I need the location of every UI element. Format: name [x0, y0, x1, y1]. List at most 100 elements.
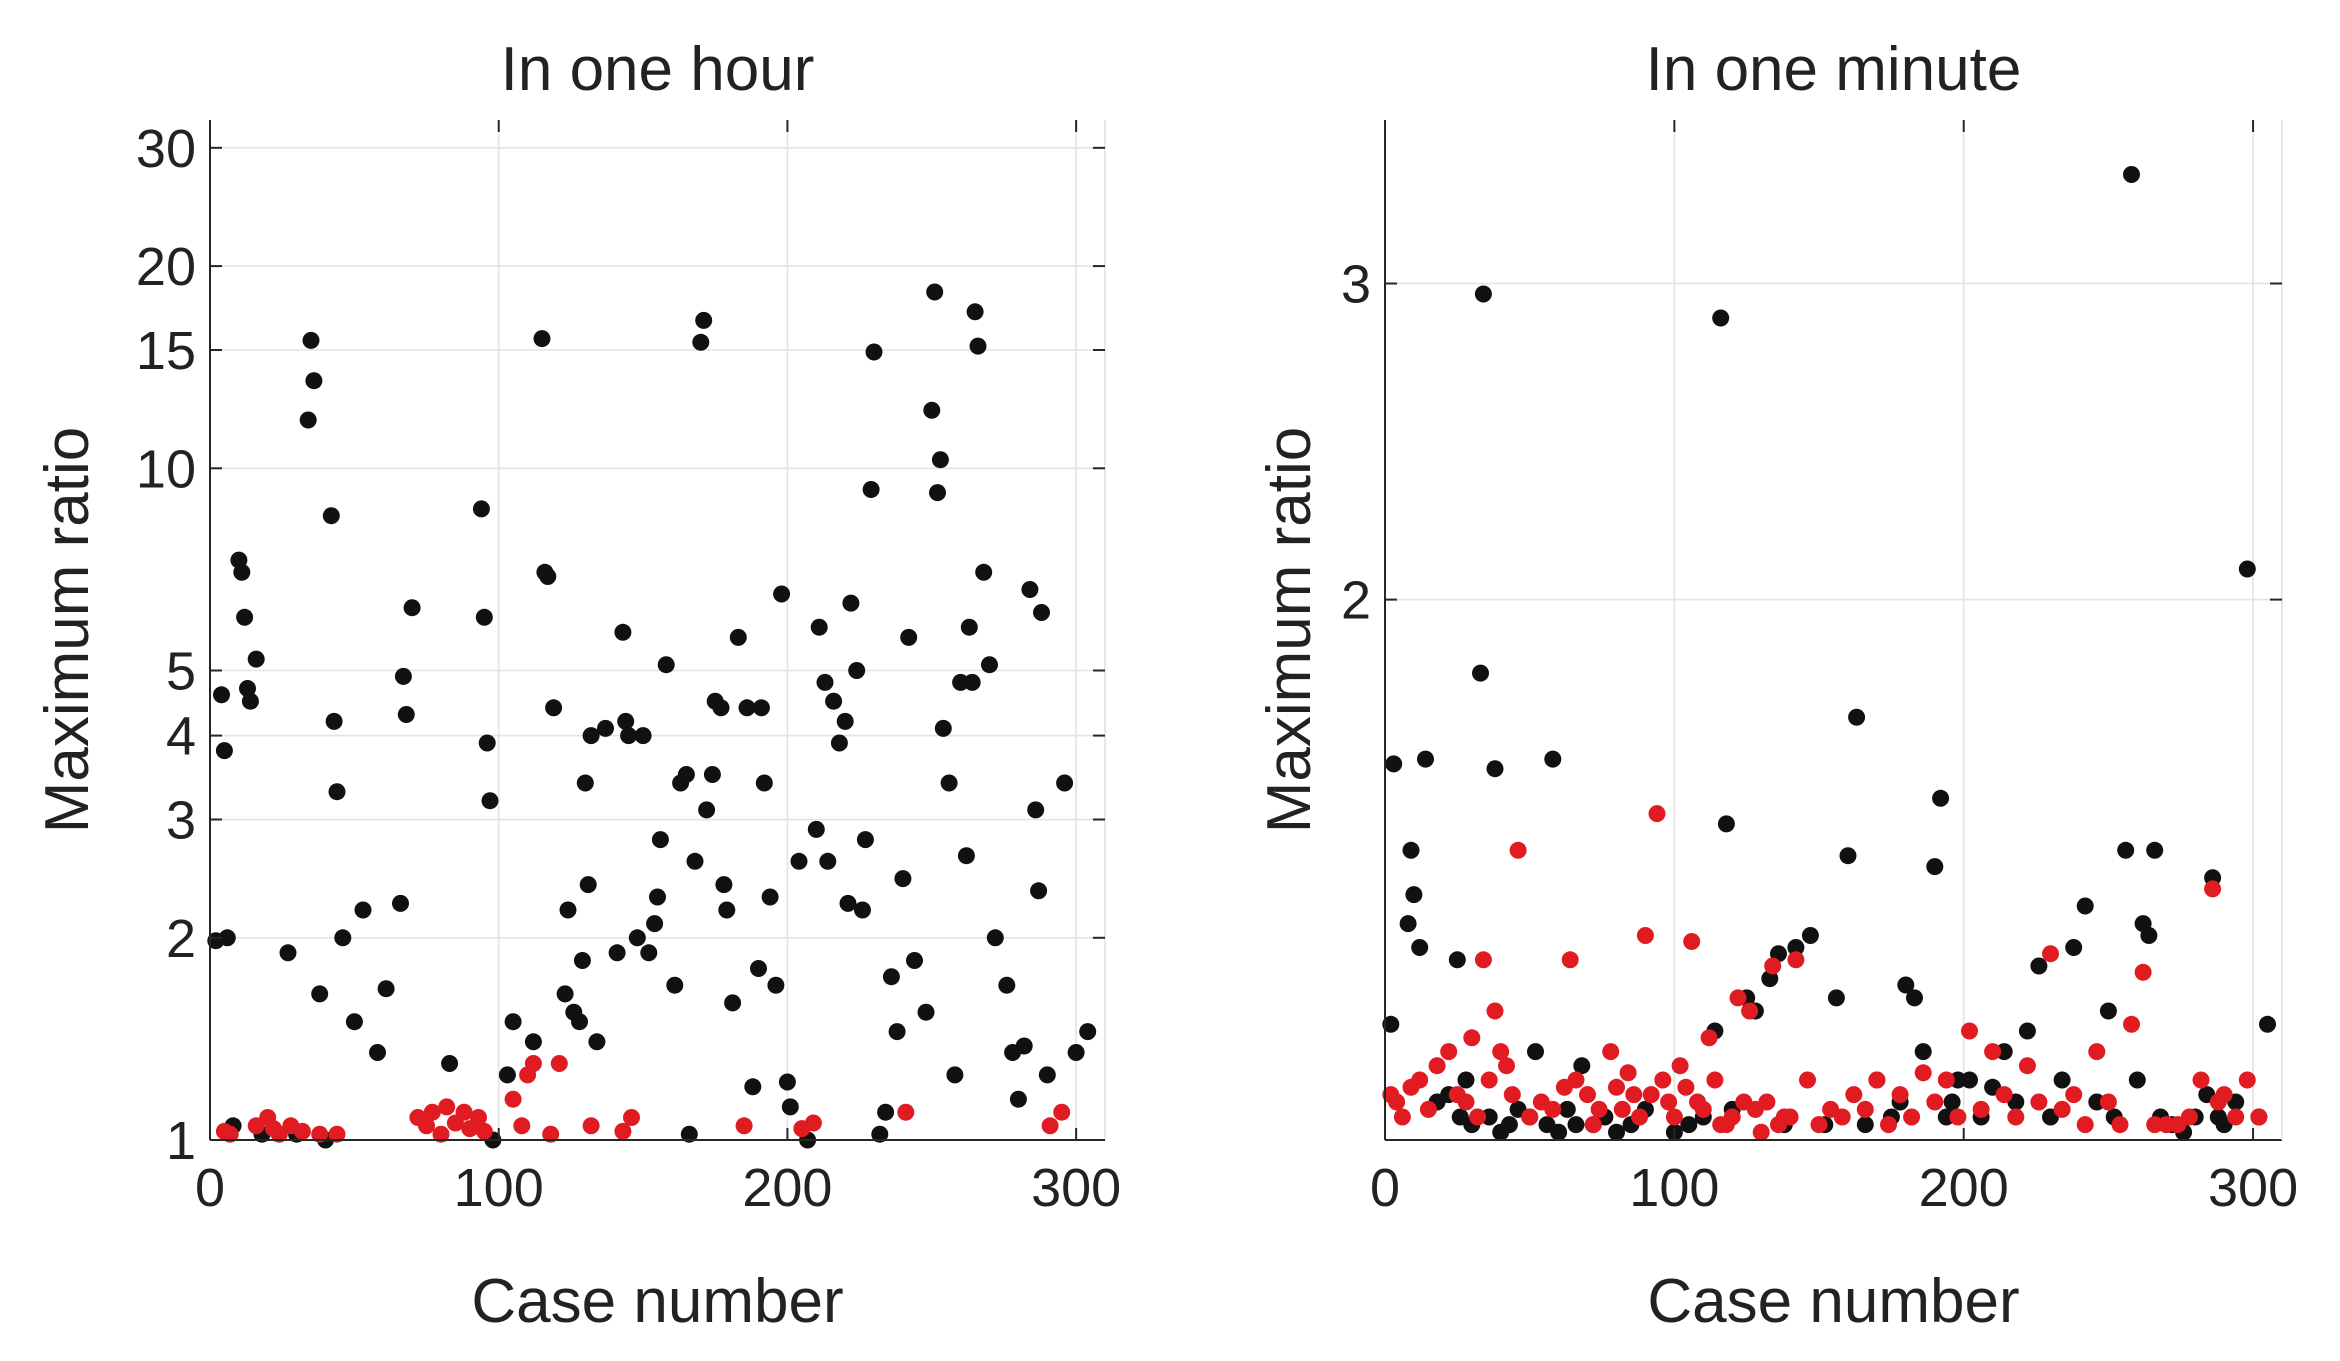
data-point-black — [839, 894, 857, 912]
data-point-red — [1388, 1093, 1406, 1111]
data-point-black — [695, 311, 713, 329]
data-point-black — [1680, 1116, 1698, 1134]
x-tick-label: 200 — [1919, 1158, 2009, 1218]
data-point-red — [623, 1109, 640, 1126]
data-point-red — [1509, 841, 1527, 859]
data-point-black — [334, 929, 352, 947]
data-point-red — [475, 1122, 493, 1140]
chart-title: In one hour — [501, 35, 815, 104]
x-tick-label: 200 — [742, 1158, 832, 1218]
data-point-red — [1480, 1071, 1498, 1089]
data-point-red — [293, 1122, 311, 1140]
data-point-black — [233, 563, 251, 581]
data-point-black — [533, 330, 551, 348]
data-point-red — [1428, 1057, 1446, 1075]
data-point-red — [1642, 1086, 1660, 1104]
data-point-black — [397, 706, 415, 723]
y-tick-label: 2 — [166, 909, 196, 969]
data-point-black — [1926, 858, 1944, 876]
data-point-black — [1550, 1123, 1568, 1141]
data-point-red — [504, 1090, 522, 1108]
data-point-black — [1382, 1015, 1400, 1033]
data-point-black — [1009, 1090, 1027, 1108]
data-point-red — [1561, 951, 1579, 969]
data-point-black — [1067, 1044, 1085, 1061]
data-point-red — [1625, 1086, 1643, 1104]
data-point-red — [2065, 1086, 2083, 1104]
data-point-red — [2134, 963, 2152, 981]
data-point-red — [2111, 1116, 2129, 1134]
data-point-black — [2140, 927, 2158, 944]
data-point-black — [299, 411, 317, 429]
data-point-black — [877, 1103, 895, 1121]
data-point-black — [1943, 1093, 1961, 1111]
data-point-black — [1472, 664, 1489, 682]
data-point-black — [1567, 1116, 1585, 1134]
data-point-black — [900, 628, 918, 646]
data-point-red — [1492, 1043, 1510, 1061]
data-point-black — [1500, 1116, 1518, 1134]
data-point-black — [894, 870, 912, 888]
data-point-black — [1712, 309, 1730, 327]
data-point-red — [1613, 1100, 1631, 1118]
data-point-black — [825, 692, 843, 710]
data-point-red — [2030, 1093, 2048, 1111]
data-point-black — [218, 929, 236, 947]
data-point-black — [556, 985, 574, 1003]
data-point-red — [524, 1055, 542, 1072]
data-point-black — [1573, 1057, 1591, 1075]
data-point-black — [2099, 1002, 2117, 1020]
series-black — [207, 283, 1097, 1149]
data-point-black — [750, 960, 767, 977]
data-point-red — [1677, 1078, 1695, 1096]
data-point-black — [969, 337, 987, 355]
data-point-black — [1038, 1066, 1056, 1084]
chart-in-one-hour: 0 100 200 300 1 2 3 45 10 15 20 30 In one hour Case n… — [33, 35, 1121, 1336]
data-point-red — [2192, 1071, 2210, 1089]
data-point-black — [698, 801, 716, 819]
data-point-black — [573, 952, 591, 969]
data-point-black — [472, 500, 490, 518]
data-point-black — [865, 343, 883, 361]
data-point-black — [906, 952, 923, 969]
data-point-black — [305, 372, 323, 390]
data-point-red — [2053, 1100, 2071, 1118]
data-point-red — [1419, 1100, 1437, 1118]
data-point-black — [790, 852, 808, 870]
data-point-black — [807, 820, 825, 838]
data-point-red — [432, 1125, 450, 1143]
data-point-black — [377, 980, 395, 998]
data-point-black — [715, 876, 733, 894]
data-point-red — [2204, 880, 2222, 898]
data-point-red — [2227, 1108, 2245, 1126]
data-point-black — [1030, 882, 1048, 900]
data-point-black — [986, 929, 1004, 947]
x-tick-label: 0 — [1370, 1158, 1400, 1218]
data-point-black — [617, 712, 635, 730]
data-point-black — [651, 831, 669, 849]
data-point-black — [328, 783, 346, 801]
data-point-black — [686, 852, 704, 870]
data-point-black — [830, 734, 848, 752]
data-point-black — [247, 650, 265, 668]
x-tick-label: 300 — [1031, 1158, 1121, 1218]
y-tick-label: 5 — [166, 641, 196, 701]
data-point-red — [1833, 1108, 1851, 1126]
data-point-black — [1856, 1116, 1874, 1134]
data-point-red — [1995, 1086, 2013, 1104]
data-point-black — [718, 901, 736, 919]
data-point-red — [2088, 1043, 2106, 1061]
data-point-red — [328, 1125, 346, 1143]
data-point-black — [620, 727, 638, 745]
data-point-black — [856, 831, 874, 849]
data-point-red — [1781, 1108, 1799, 1126]
y-tick-label: 10 — [136, 439, 196, 499]
data-point-black — [504, 1013, 522, 1031]
series-red — [1382, 805, 2268, 1141]
data-point-black — [966, 303, 984, 321]
data-point-black — [998, 976, 1016, 994]
data-point-black — [931, 451, 949, 469]
data-point-red — [513, 1117, 531, 1135]
data-point-black — [1906, 989, 1923, 1007]
